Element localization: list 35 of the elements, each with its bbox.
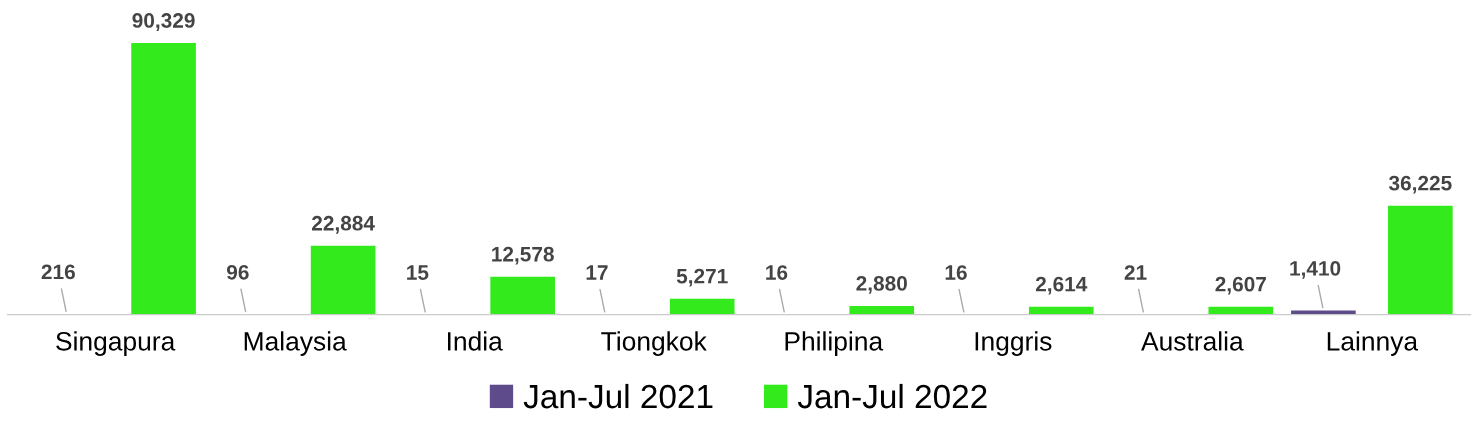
bar bbox=[1291, 310, 1356, 315]
bar bbox=[849, 305, 915, 315]
data-label: 2,880 bbox=[856, 275, 907, 294]
data-label: 22,884 bbox=[311, 215, 375, 234]
x-tick-label: Philipina bbox=[785, 331, 884, 356]
data-label: 96 bbox=[226, 264, 249, 280]
x-tick-label: Australia bbox=[1141, 331, 1244, 351]
bar bbox=[131, 43, 196, 315]
data-label: 1,410 bbox=[1290, 260, 1341, 279]
data-label: 16 bbox=[766, 265, 788, 280]
x-tick-label: Lainnya bbox=[1327, 331, 1419, 356]
data-label: 2,614 bbox=[1035, 276, 1088, 295]
data-label: 90,329 bbox=[132, 13, 195, 31]
legend-label: Jan-Jul 2021 bbox=[523, 383, 713, 409]
bar bbox=[1388, 205, 1453, 315]
data-label: 216 bbox=[41, 264, 75, 280]
bar bbox=[1028, 306, 1094, 315]
bar bbox=[310, 245, 376, 315]
data-label: 5,271 bbox=[676, 268, 728, 287]
bar bbox=[490, 276, 555, 315]
data-label: 15 bbox=[407, 265, 429, 280]
x-tick-label: Tiongkok bbox=[601, 331, 707, 356]
data-label: 36,225 bbox=[1388, 175, 1452, 194]
data-label: 21 bbox=[1124, 265, 1147, 280]
x-tick-label: Singapura bbox=[56, 331, 176, 356]
x-tick-label: Inggris bbox=[975, 331, 1052, 356]
bar bbox=[669, 298, 735, 315]
x-tick-label: Malaysia bbox=[244, 331, 347, 356]
legend-label: Jan-Jul 2022 bbox=[797, 383, 987, 409]
x-tick-label: India bbox=[448, 331, 503, 351]
data-label: 16 bbox=[945, 265, 967, 280]
bar bbox=[1208, 306, 1274, 315]
data-label: 12,578 bbox=[492, 246, 554, 265]
data-label: 2,607 bbox=[1215, 276, 1266, 295]
data-label: 17 bbox=[586, 265, 608, 280]
